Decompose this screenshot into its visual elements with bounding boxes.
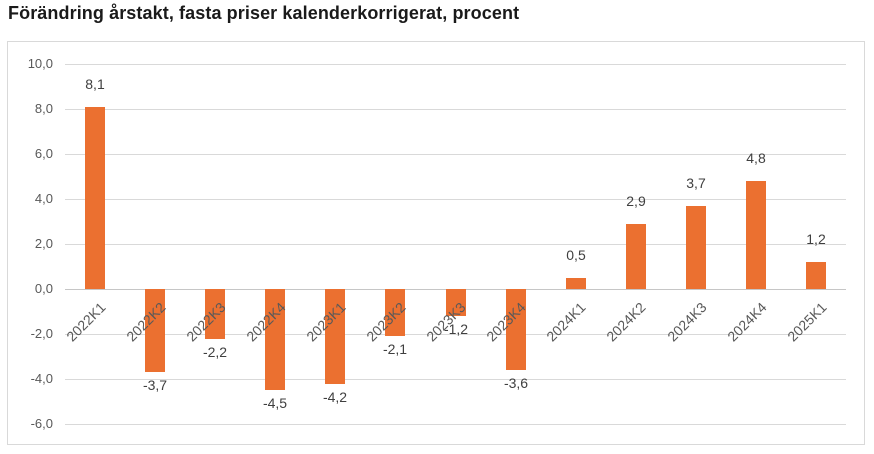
bar-value-label: 4,8: [746, 150, 766, 166]
category-label: 2024K4: [723, 299, 770, 345]
bar-2023K4: [506, 289, 526, 370]
bar-value-label: 8,1: [85, 75, 105, 92]
gridline: [65, 109, 846, 110]
bar-value-label: -4,2: [322, 388, 348, 405]
gridline: [65, 424, 846, 425]
bar-2024K1: [566, 277, 586, 290]
category-label: 2024K3: [663, 299, 710, 345]
category-label: 2024K2: [603, 299, 650, 345]
y-tick-label: 2,0: [34, 236, 53, 251]
bar-2023K2: [385, 289, 405, 337]
bar-value-label: -2,2: [202, 343, 228, 360]
gridline: [65, 379, 846, 380]
bar-value-label: 0,5: [566, 246, 586, 263]
bar-value-label: -3,7: [142, 377, 168, 394]
category-label: 2022K1: [62, 299, 109, 345]
bar-2024K3: [686, 205, 706, 290]
gridline: [65, 199, 846, 200]
gridline: [65, 244, 846, 245]
y-tick-label: -6,0: [30, 416, 53, 431]
gridline: [65, 334, 846, 335]
chart-title: Förändring årstakt, fasta priser kalende…: [8, 3, 520, 23]
chart-frame: 10,0 8,0 6,0 4,0 2,0 0,0 -2,0 -4,0 -6,0 8,1 2022K1…: [7, 41, 865, 445]
gridline: [65, 154, 846, 155]
bar-2023K1: [325, 289, 345, 384]
bar-2025K1: [806, 262, 826, 289]
gridline: [65, 64, 846, 65]
y-tick-label: -4,0: [30, 371, 53, 386]
y-tick-label: 4,0: [34, 191, 53, 206]
bar-2024K2: [626, 223, 646, 290]
bar-2022K4: [265, 289, 285, 391]
bar-2022K3: [205, 289, 225, 339]
bar-value-label: -1,2: [443, 321, 469, 337]
bar-value-label: -4,5: [262, 395, 288, 412]
bar-2023K3: [446, 289, 466, 316]
y-tick-label: -2,0: [30, 326, 53, 341]
bar-2022K1: [85, 106, 105, 290]
bar-value-label: -2,1: [382, 341, 408, 358]
bar-value-label: 1,2: [806, 231, 826, 247]
category-label: 2025K1: [783, 299, 830, 345]
bar-2024K4: [746, 181, 766, 289]
bar-value-label: 2,9: [626, 192, 646, 209]
bar-value-label: -3,6: [503, 375, 529, 391]
y-tick-label: 10,0: [27, 56, 53, 71]
bar-2022K2: [145, 289, 165, 373]
y-tick-label: 0,0: [34, 281, 53, 296]
y-tick-label: 8,0: [34, 101, 53, 116]
bar-value-label: 3,7: [686, 174, 706, 191]
category-label: 2024K1: [543, 299, 590, 345]
y-tick-label: 6,0: [34, 146, 53, 161]
